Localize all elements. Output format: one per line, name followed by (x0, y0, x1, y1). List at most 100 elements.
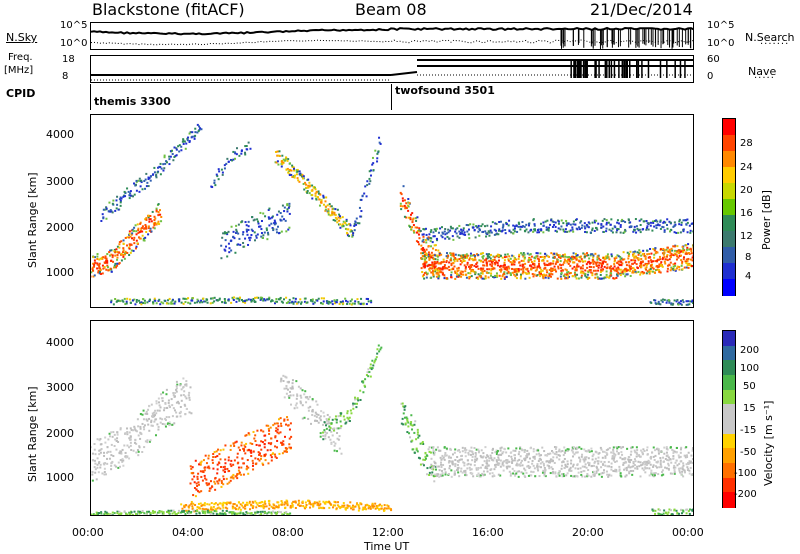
power-cell (182, 142, 185, 145)
power-cell (612, 277, 615, 280)
velocity-cell (345, 421, 348, 424)
power-cell (577, 277, 580, 280)
power-cell (257, 220, 260, 223)
velocity-cell (314, 411, 317, 414)
power-cell (196, 131, 199, 134)
power-cell (625, 273, 628, 276)
velocity-cell (587, 469, 590, 472)
velocity-cell (322, 438, 325, 441)
power-cell (327, 210, 330, 213)
power-cell (444, 233, 447, 236)
velocity-cell (476, 468, 479, 471)
power-cell (519, 264, 522, 267)
velocity-cell (624, 475, 627, 478)
power-cell (120, 197, 123, 200)
velocity-cell (499, 465, 502, 468)
freq-unit: [MHz] (4, 65, 34, 76)
velocity-cell (177, 400, 180, 403)
power-cell (682, 251, 685, 254)
power-cell (538, 265, 541, 268)
velocity-cell (311, 399, 314, 402)
velocity-cell (161, 418, 164, 421)
power-cell (480, 269, 483, 272)
velocity-cell (222, 469, 225, 472)
velocity-cell (472, 475, 475, 478)
power-cell (116, 262, 119, 265)
power-cell (110, 270, 113, 273)
power-cell (549, 263, 552, 266)
velocity-cell (354, 396, 357, 399)
power-cell (473, 254, 476, 257)
power-cell (159, 162, 162, 165)
velocity-cell (266, 449, 269, 452)
power-cell (400, 193, 403, 196)
velocity-cell (119, 427, 122, 430)
power-cell (339, 215, 342, 218)
velocity-cell (113, 464, 116, 467)
power-cell (429, 264, 432, 267)
velocity-cell (106, 462, 109, 465)
power-cell (518, 222, 521, 225)
power-cell (213, 300, 216, 303)
power-cell (690, 248, 693, 251)
power-cell (352, 232, 355, 235)
power-cell (334, 302, 337, 305)
velocity-cell (536, 463, 539, 466)
power-cell (495, 222, 498, 225)
velocity-cell (185, 383, 188, 386)
velocity-cell (164, 419, 167, 422)
power-cell (408, 202, 411, 205)
velocity-cell (268, 507, 271, 510)
power-cell (118, 246, 121, 249)
velocity-cell (656, 460, 659, 463)
velocity-cell (203, 502, 206, 505)
power-cell (642, 252, 645, 255)
velocity-cell (509, 472, 512, 475)
velocity-cell (566, 460, 569, 463)
power-cell (409, 216, 412, 219)
power-cell (597, 269, 600, 272)
velocity-cell (505, 465, 508, 468)
power-cell (570, 258, 573, 261)
velocity-cell (322, 411, 325, 414)
power-cell (648, 270, 651, 273)
power-cell (493, 267, 496, 270)
power-cell (149, 218, 152, 221)
velocity-cell (610, 451, 613, 454)
power-cell (657, 265, 660, 268)
power-cell (666, 246, 669, 249)
power-cell (411, 212, 414, 215)
power-cell (158, 223, 161, 226)
power-cell (271, 216, 274, 219)
velocity-cell (194, 459, 197, 462)
power-cell (144, 302, 147, 305)
power-cell (682, 258, 685, 261)
velocity-cell (557, 454, 560, 457)
velocity-cell (126, 444, 129, 447)
velocity-cell (465, 474, 468, 477)
velocity-cell (513, 459, 516, 462)
velocity-cell (194, 495, 197, 498)
velocity-cell (570, 469, 573, 472)
power-cell (576, 254, 579, 257)
velocity-cell (197, 490, 200, 493)
velocity-cell (467, 453, 470, 456)
power-cell (277, 163, 280, 166)
velocity-cell (324, 437, 327, 440)
power-cell (427, 255, 430, 258)
velocity-cell (199, 470, 202, 473)
power-cell (422, 248, 425, 251)
power-cell (276, 154, 279, 157)
velocity-cell (552, 459, 555, 462)
power-cell (532, 275, 535, 278)
power-cell (117, 208, 120, 211)
power-cell (123, 194, 126, 197)
power-cell (610, 272, 613, 275)
velocity-cell (226, 467, 229, 470)
power-cell (499, 264, 502, 267)
power-cell (656, 251, 659, 254)
velocity-cell (94, 453, 97, 456)
power-cell (206, 301, 209, 304)
power-cell (666, 254, 669, 257)
power-cell (265, 298, 268, 301)
